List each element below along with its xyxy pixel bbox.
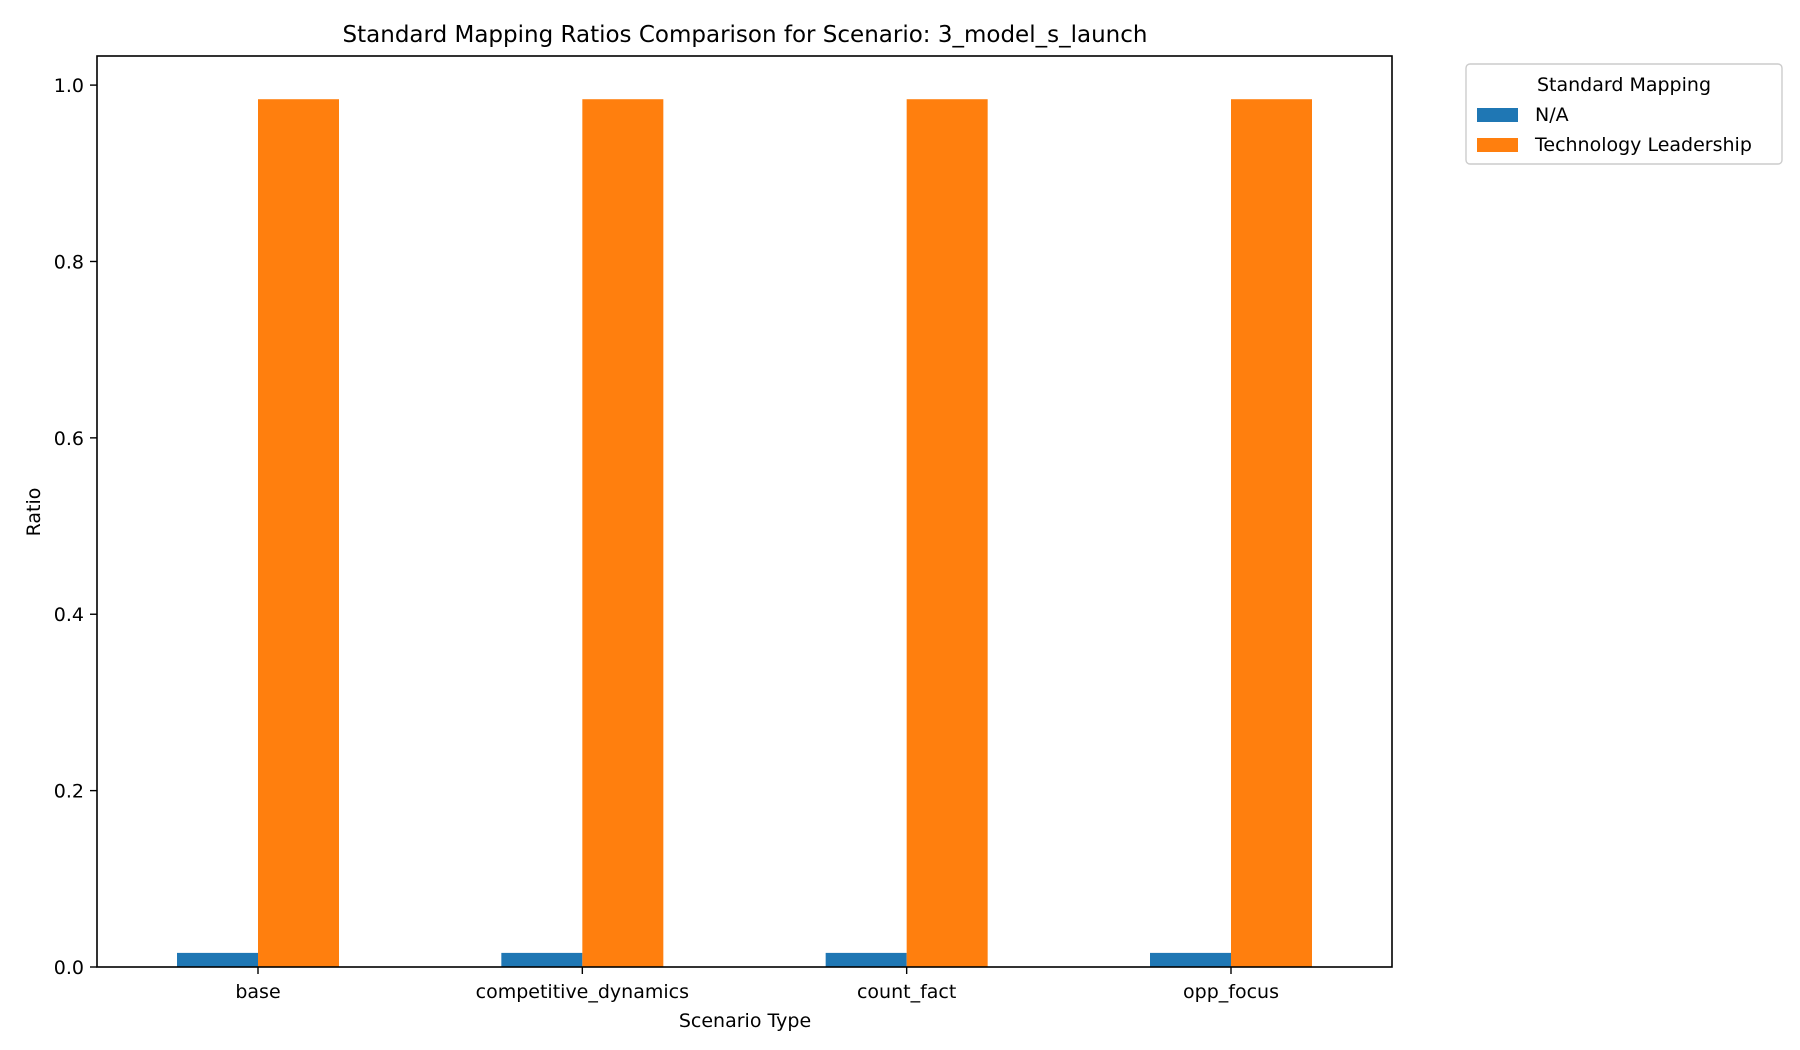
legend-title: Standard Mapping (1537, 74, 1711, 96)
y-tick-label: 1.0 (54, 75, 84, 97)
legend-label-na: N/A (1535, 104, 1569, 126)
x-tick-label: count_fact (857, 981, 956, 1003)
chart-title: Standard Mapping Ratios Comparison for S… (343, 22, 1148, 48)
plot-area: 0.0 0.2 0.4 0.6 0.8 1.0 base competitive_dynam… (54, 55, 1393, 1003)
legend-swatch-na (1477, 108, 1518, 122)
x-axis-label: Scenario Type (679, 1010, 811, 1032)
bar-competitive_dynamics-na (501, 952, 583, 967)
bar-base-na (177, 952, 258, 967)
legend-box (1465, 63, 1783, 165)
x-axis: base competitive_dynamics count_fact opp_fo… (235, 967, 1279, 1003)
bar-base-technology-leadership (258, 99, 339, 968)
x-tick-label: opp_focus (1183, 981, 1279, 1003)
bar-opp_focus-technology-leadership (1231, 99, 1312, 968)
y-axis-label: Ratio (23, 488, 45, 537)
bar-count_fact-na (825, 952, 907, 967)
y-tick-label: 0.4 (54, 604, 84, 626)
plot-frame (96, 55, 1393, 968)
y-tick-label: 0.6 (54, 428, 84, 450)
x-tick-label: base (235, 981, 280, 1003)
legend: Standard Mapping N/A Technology Leadersh… (1465, 63, 1783, 165)
bar-opp_focus-na (1150, 952, 1231, 967)
legend-label-technology-leadership: Technology Leadership (1534, 134, 1752, 156)
x-tick-label: competitive_dynamics (476, 981, 689, 1003)
y-tick-label: 0.8 (54, 251, 84, 273)
y-axis: 0.0 0.2 0.4 0.6 0.8 1.0 (54, 75, 97, 979)
legend-swatch-technology-leadership (1477, 138, 1518, 152)
y-tick-label: 0.0 (54, 957, 84, 979)
bars-layer (177, 99, 1312, 968)
bar-count_fact-technology-leadership (906, 99, 988, 968)
bar-competitive_dynamics-technology-leadership (582, 99, 664, 968)
y-tick-label: 0.2 (54, 781, 84, 803)
